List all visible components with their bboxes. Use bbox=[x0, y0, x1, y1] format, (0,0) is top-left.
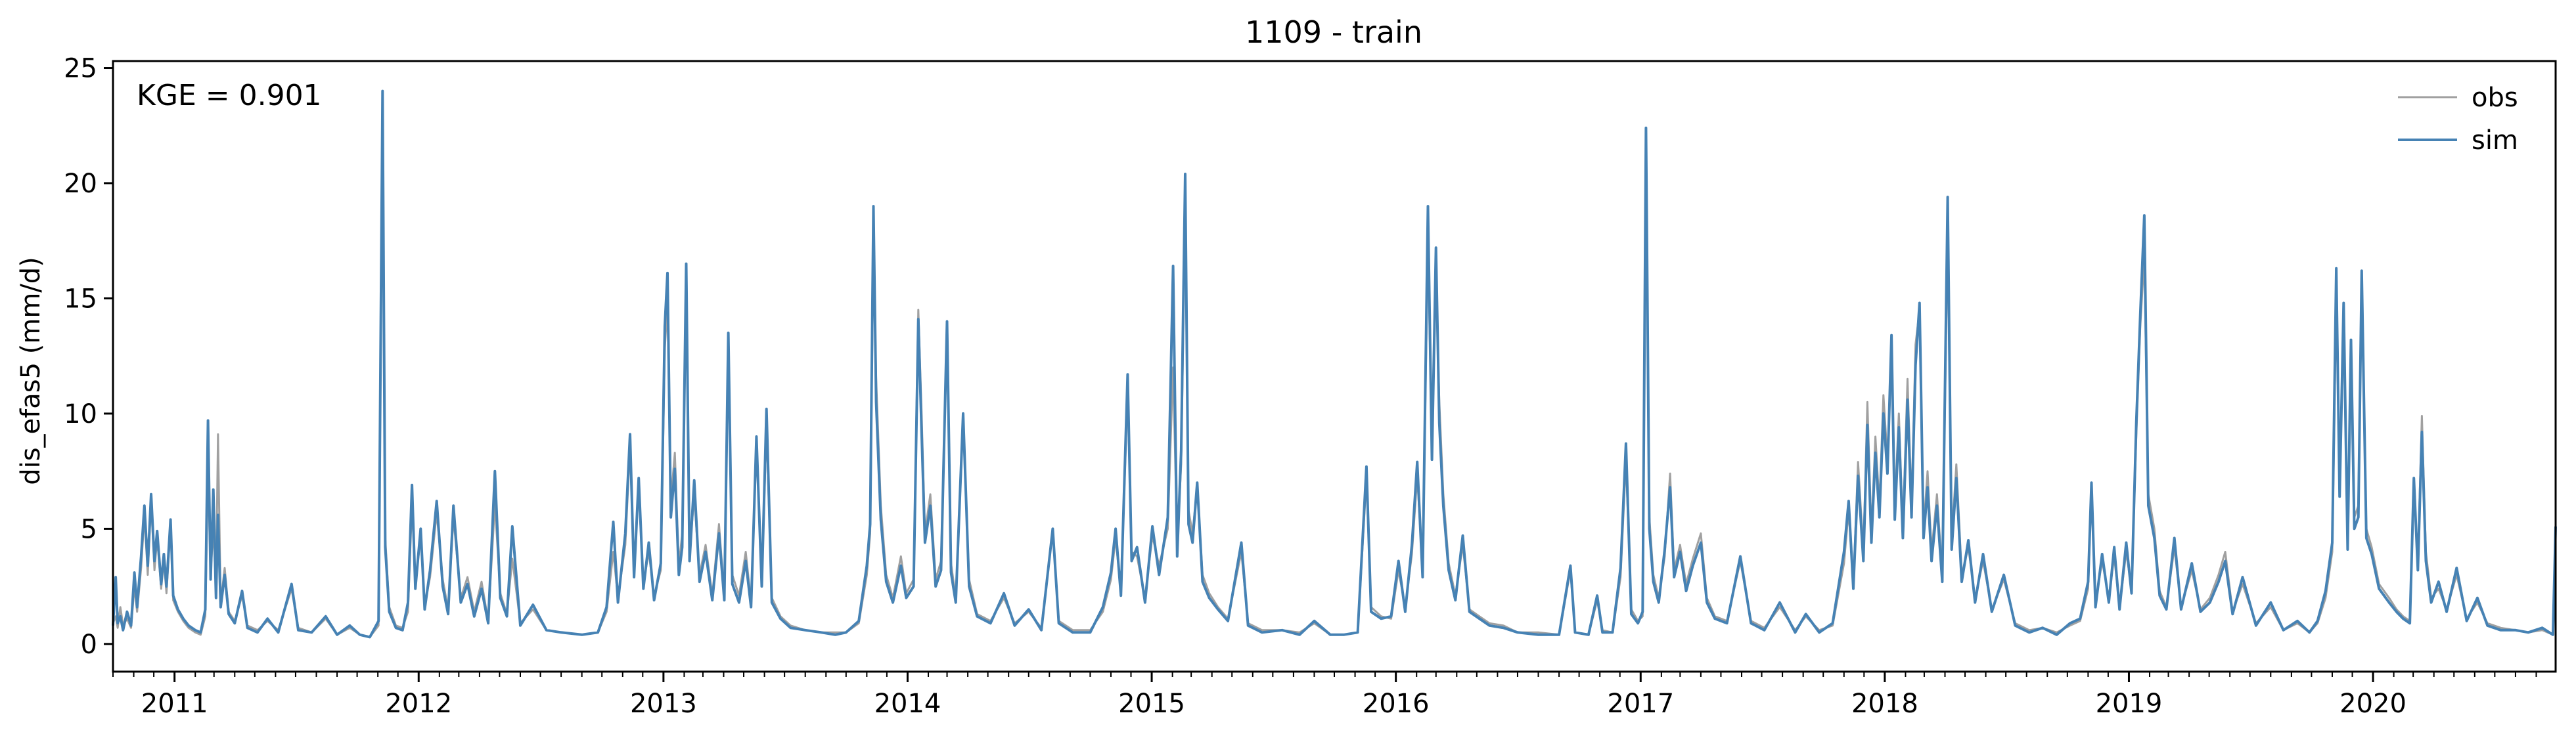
y-axis: 0 5 10 15 20 25 bbox=[64, 54, 113, 660]
x-tick-label: 2018 bbox=[1851, 689, 1918, 719]
x-tick-label: 2011 bbox=[141, 689, 208, 719]
legend-label-sim: sim bbox=[2472, 125, 2518, 156]
legend: obs sim bbox=[2398, 83, 2518, 156]
y-tick-label: 10 bbox=[64, 399, 97, 429]
y-tick-label: 15 bbox=[64, 284, 97, 314]
x-tick-label: 2016 bbox=[1363, 689, 1430, 719]
x-tick-label: 2012 bbox=[385, 689, 452, 719]
x-tick-label: 2020 bbox=[2339, 689, 2407, 719]
y-tick-label: 5 bbox=[81, 514, 97, 544]
y-axis-label: dis_efas5 (mm/d) bbox=[16, 257, 46, 485]
x-tick-label: 2017 bbox=[1607, 689, 1674, 719]
y-tick-label: 20 bbox=[64, 169, 97, 199]
x-tick-label: 2019 bbox=[2096, 689, 2163, 719]
y-tick-label: 25 bbox=[64, 54, 97, 84]
legend-label-obs: obs bbox=[2472, 83, 2518, 113]
plot-area bbox=[112, 89, 2557, 639]
x-tick-label: 2014 bbox=[874, 689, 941, 719]
chart-title: 1109 - train bbox=[1245, 14, 1422, 50]
x-tick-label: 2015 bbox=[1118, 689, 1185, 719]
x-tick-label: 2013 bbox=[630, 689, 697, 719]
series-line-obs bbox=[112, 118, 2557, 638]
y-tick-label: 0 bbox=[81, 630, 97, 660]
x-axis: 2011 2012 2013 2014 2015 2016 2017 2018 2019 2020 bbox=[112, 672, 2537, 719]
series-line-sim bbox=[112, 89, 2557, 639]
kge-annotation: KGE = 0.901 bbox=[137, 79, 322, 112]
